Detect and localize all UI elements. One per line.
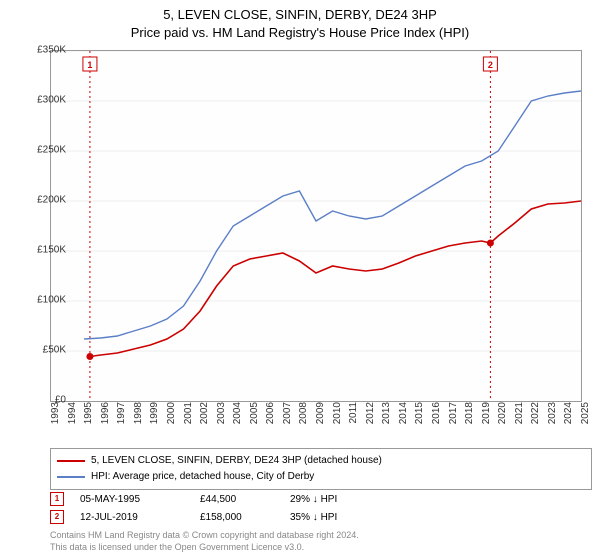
x-tick-label: 1997 [116, 402, 127, 432]
x-tick-label: 2020 [497, 402, 508, 432]
title-line-1: 5, LEVEN CLOSE, SINFIN, DERBY, DE24 3HP [0, 6, 600, 24]
x-tick-label: 1994 [67, 402, 78, 432]
x-tick-label: 1998 [133, 402, 144, 432]
x-tick-label: 2010 [332, 402, 343, 432]
legend-label: HPI: Average price, detached house, City… [91, 469, 314, 485]
x-tick-label: 2005 [249, 402, 260, 432]
sale-marker: 2 [50, 510, 64, 524]
y-tick-label: £300K [24, 95, 66, 106]
x-tick-label: 2012 [365, 402, 376, 432]
sale-date: 12-JUL-2019 [80, 512, 200, 523]
sale-row: 2 12-JUL-2019£158,00035% ↓ HPI [50, 508, 380, 526]
y-tick-label: £350K [24, 45, 66, 56]
x-tick-label: 2004 [232, 402, 243, 432]
title-line-2: Price paid vs. HM Land Registry's House … [0, 24, 600, 42]
x-tick-label: 1995 [83, 402, 94, 432]
sale-row: 1 05-MAY-1995£44,50029% ↓ HPI [50, 490, 380, 508]
y-tick-label: £50K [24, 345, 66, 356]
y-tick-label: £200K [24, 195, 66, 206]
legend-row: 5, LEVEN CLOSE, SINFIN, DERBY, DE24 3HP … [57, 453, 585, 469]
chart-container: 5, LEVEN CLOSE, SINFIN, DERBY, DE24 3HP … [0, 0, 600, 560]
x-tick-label: 2022 [530, 402, 541, 432]
sale-date: 05-MAY-1995 [80, 494, 200, 505]
legend: 5, LEVEN CLOSE, SINFIN, DERBY, DE24 3HP … [50, 448, 592, 490]
svg-text:1: 1 [87, 60, 92, 70]
x-tick-label: 2000 [166, 402, 177, 432]
x-tick-label: 2024 [563, 402, 574, 432]
x-tick-label: 2006 [265, 402, 276, 432]
x-tick-label: 2018 [464, 402, 475, 432]
legend-swatch [57, 476, 85, 478]
y-tick-label: £250K [24, 145, 66, 156]
legend-swatch [57, 460, 85, 462]
sales-table: 1 05-MAY-1995£44,50029% ↓ HPI 2 12-JUL-2019… [50, 490, 380, 526]
x-tick-label: 2016 [431, 402, 442, 432]
sale-diff: 35% ↓ HPI [290, 512, 380, 523]
sale-price: £158,000 [200, 512, 290, 523]
x-tick-label: 2009 [315, 402, 326, 432]
footer: Contains HM Land Registry data © Crown c… [50, 530, 359, 553]
legend-label: 5, LEVEN CLOSE, SINFIN, DERBY, DE24 3HP … [91, 453, 382, 469]
x-tick-label: 2021 [514, 402, 525, 432]
x-tick-label: 2002 [199, 402, 210, 432]
x-tick-label: 2014 [398, 402, 409, 432]
x-tick-label: 1993 [50, 402, 61, 432]
legend-row: HPI: Average price, detached house, City… [57, 469, 585, 485]
x-tick-label: 2019 [481, 402, 492, 432]
x-tick-label: 2025 [580, 402, 591, 432]
x-tick-label: 1996 [100, 402, 111, 432]
x-tick-label: 2023 [547, 402, 558, 432]
plot-area: 12 [50, 50, 582, 402]
footer-line-1: Contains HM Land Registry data © Crown c… [50, 530, 359, 542]
x-tick-label: 2011 [348, 402, 359, 432]
chart-svg: 12 [51, 51, 581, 401]
svg-text:2: 2 [488, 60, 493, 70]
y-tick-label: £150K [24, 245, 66, 256]
x-tick-label: 2003 [216, 402, 227, 432]
sale-price: £44,500 [200, 494, 290, 505]
x-tick-label: 1999 [149, 402, 160, 432]
sale-marker: 1 [50, 492, 64, 506]
x-tick-label: 2008 [298, 402, 309, 432]
x-tick-label: 2013 [381, 402, 392, 432]
y-tick-label: £100K [24, 295, 66, 306]
x-tick-label: 2007 [282, 402, 293, 432]
chart-title: 5, LEVEN CLOSE, SINFIN, DERBY, DE24 3HP … [0, 0, 600, 42]
x-tick-label: 2017 [448, 402, 459, 432]
sale-diff: 29% ↓ HPI [290, 494, 380, 505]
x-tick-label: 2001 [183, 402, 194, 432]
footer-line-2: This data is licensed under the Open Gov… [50, 542, 359, 554]
x-tick-label: 2015 [414, 402, 425, 432]
